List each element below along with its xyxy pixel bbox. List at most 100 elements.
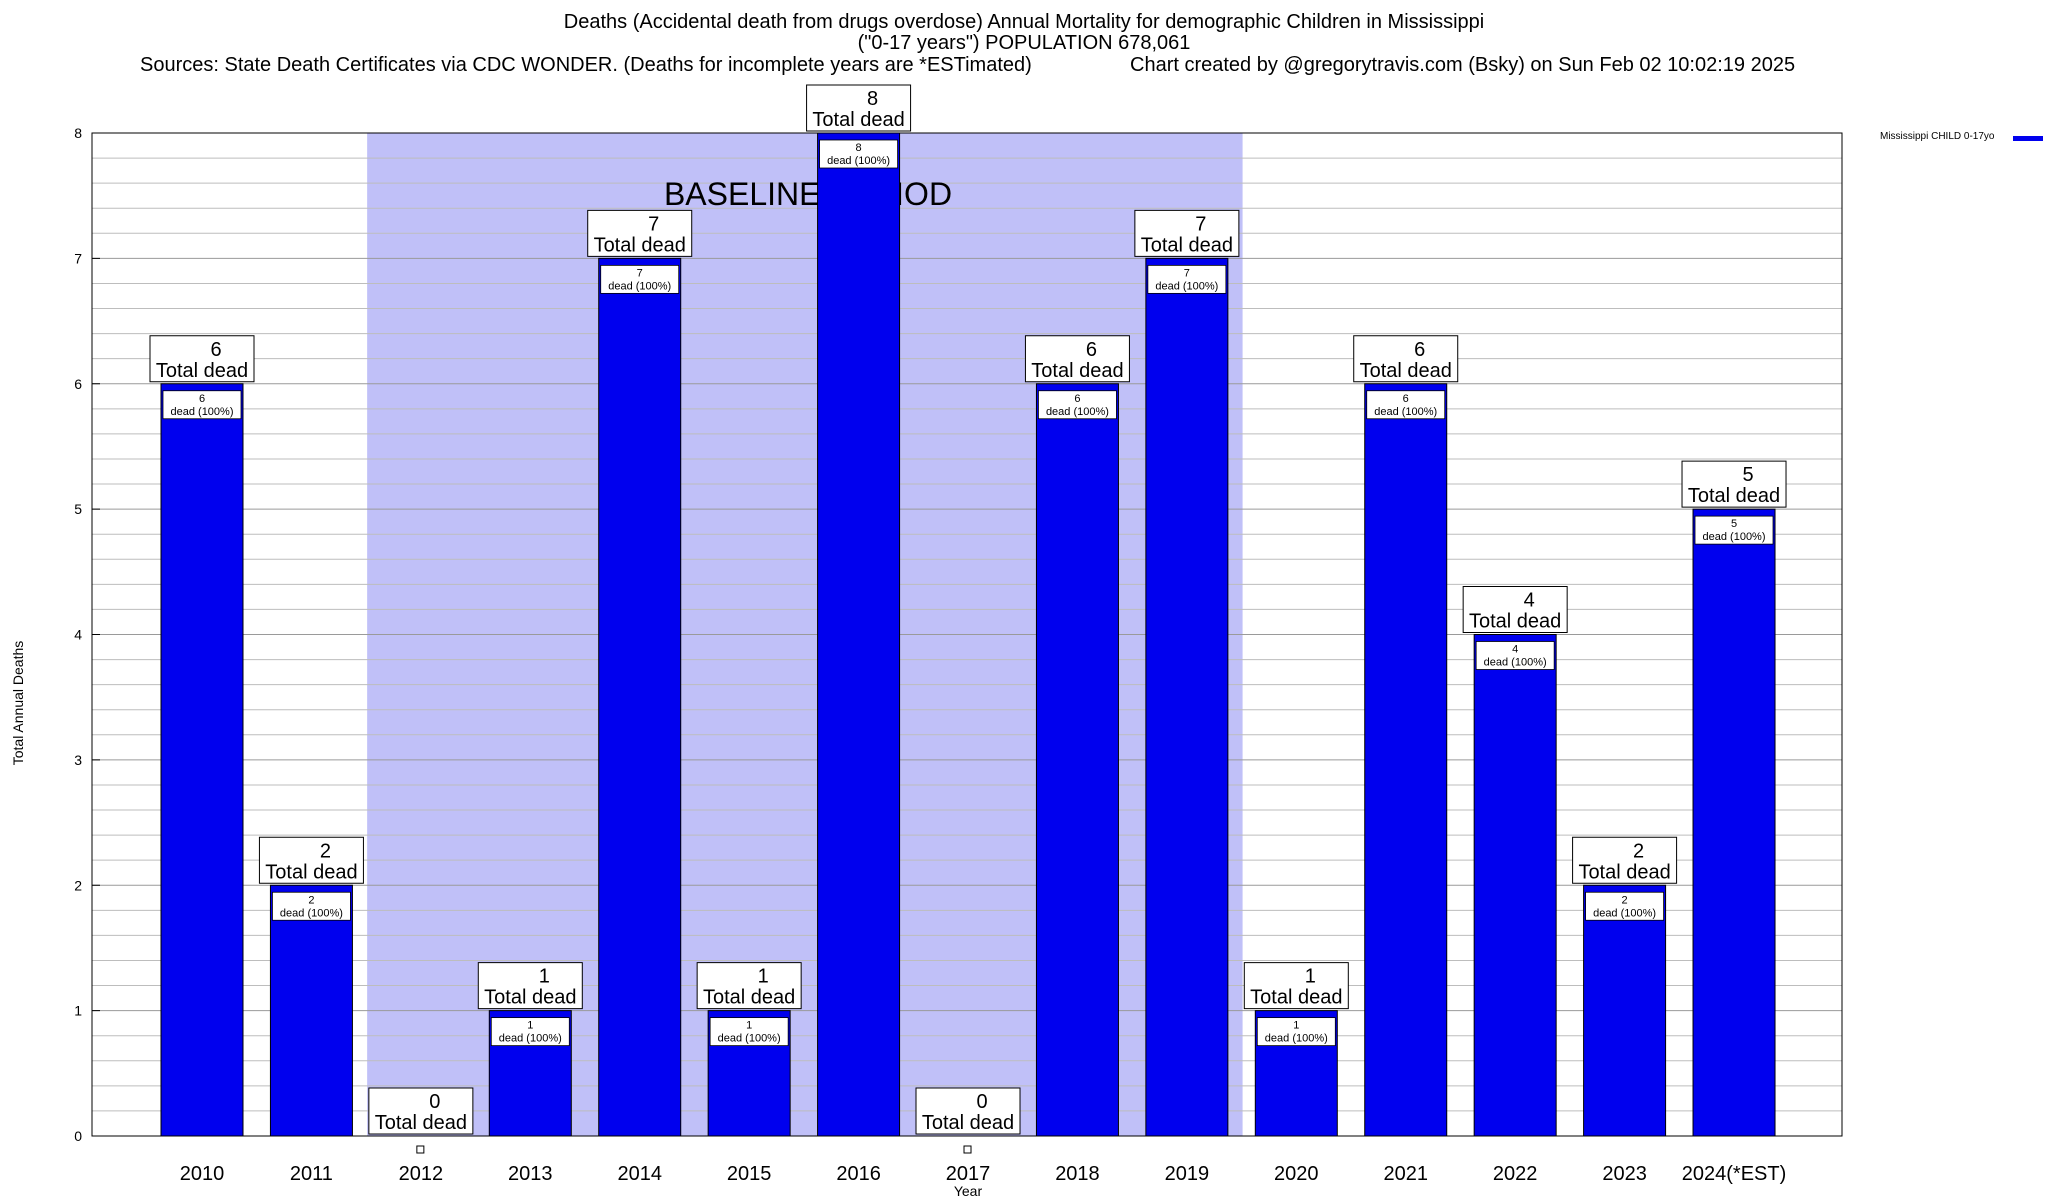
total-label-box <box>915 1087 1021 1135</box>
total-label-value: 7 <box>1195 213 1206 235</box>
x-tick-label: 2012 <box>399 1163 444 1185</box>
bar-inner-value: 6 <box>1403 393 1409 405</box>
bar-inner-label-box <box>709 1017 789 1047</box>
zero-value-marker <box>416 1145 425 1154</box>
x-axis-label: Year <box>953 1183 983 1199</box>
total-label-box <box>696 962 802 1010</box>
bar-inner-value: 6 <box>1074 393 1080 405</box>
total-label-text: Total dead <box>1578 861 1670 883</box>
total-label-value: 1 <box>1305 966 1316 988</box>
bar-inner-value: 7 <box>637 267 643 279</box>
total-label-value: 1 <box>539 966 550 988</box>
bar-inner-value: 6 <box>199 393 205 405</box>
bar-inner-label-box <box>162 390 242 420</box>
total-label-box <box>149 335 255 383</box>
bar <box>269 884 353 1137</box>
total-label-value: 0 <box>976 1091 987 1113</box>
bar-inner-label-box <box>1475 641 1555 670</box>
bar-inner-value: 2 <box>1622 894 1628 906</box>
x-tick-label: 2022 <box>1493 1163 1538 1185</box>
bar-inner-value: 2 <box>308 894 314 906</box>
bar-inner-label-box <box>1585 891 1664 921</box>
bar <box>1473 634 1557 1137</box>
bar-inner-label-box <box>272 891 351 921</box>
bar-inner-percent: dead (100%) <box>1046 406 1109 418</box>
bar-inner-value: 4 <box>1512 644 1518 656</box>
total-label-value: 8 <box>867 88 878 110</box>
bar-inner-percent: dead (100%) <box>1703 531 1766 543</box>
chart-sources: Sources: State Death Certificates via CD… <box>140 54 1032 76</box>
bar <box>1583 884 1667 1137</box>
total-label-value: 7 <box>648 213 659 235</box>
y-tick-label: 5 <box>74 501 82 517</box>
total-label-box <box>1353 335 1459 383</box>
total-label-box <box>368 1087 474 1135</box>
total-label-value: 6 <box>1086 339 1097 361</box>
x-tick-label: 2015 <box>727 1163 772 1185</box>
total-label-value: 6 <box>1414 339 1425 361</box>
baseline-period-label: BASELINE PERIOD <box>664 176 952 212</box>
x-tick-label: 2013 <box>508 1163 553 1185</box>
total-label-text: Total dead <box>703 987 795 1009</box>
bar-inner-percent: dead (100%) <box>718 1033 781 1045</box>
bar-inner-value: 7 <box>1184 267 1190 279</box>
total-label-value: 5 <box>1742 464 1753 486</box>
bar-inner-percent: dead (100%) <box>1374 406 1437 418</box>
chart-credit: Chart created by @gregorytravis.com (Bsk… <box>1130 54 1796 76</box>
bar-inner-value: 1 <box>527 1020 533 1032</box>
total-label-text: Total dead <box>156 360 248 382</box>
total-label-value: 6 <box>210 339 221 361</box>
bar-inner-value: 1 <box>1293 1020 1299 1032</box>
bar-inner-value: 1 <box>746 1020 752 1032</box>
total-label-text: Total dead <box>922 1112 1014 1134</box>
bar-inner-label-box <box>1147 264 1227 294</box>
x-tick-label: 2010 <box>180 1163 225 1185</box>
bar <box>1364 383 1448 1137</box>
total-label-box <box>1462 586 1568 633</box>
total-label-box <box>477 962 583 1010</box>
total-label-box <box>1243 962 1349 1010</box>
total-label-box <box>1134 209 1240 257</box>
bar-inner-label-box <box>819 139 898 169</box>
total-label-text: Total dead <box>265 861 357 883</box>
total-label-value: 0 <box>429 1091 440 1113</box>
x-tick-label: 2016 <box>836 1163 881 1185</box>
y-axis-label: Total Annual Deaths <box>10 640 26 766</box>
y-tick-label: 6 <box>74 376 82 392</box>
x-tick-label: 2021 <box>1383 1163 1428 1185</box>
bar <box>817 132 901 1137</box>
total-label-text: Total dead <box>484 987 576 1009</box>
x-tick-label: 2018 <box>1055 1163 1100 1185</box>
total-label-box <box>587 209 693 257</box>
total-label-box <box>258 836 364 884</box>
total-label-text: Total dead <box>375 1112 467 1134</box>
total-label-text: Total dead <box>812 109 904 131</box>
zero-value-marker <box>963 1145 972 1154</box>
total-label-text: Total dead <box>1688 485 1780 507</box>
total-label-text: Total dead <box>1250 987 1342 1009</box>
x-tick-label: 2019 <box>1165 1163 1210 1185</box>
x-tick-label: 2014 <box>617 1163 662 1185</box>
bar <box>160 383 244 1137</box>
total-label-text: Total dead <box>594 234 686 256</box>
total-label-value: 4 <box>1524 590 1535 612</box>
bar-inner-value: 8 <box>856 142 862 154</box>
total-label-box <box>1024 335 1130 383</box>
chart-title: Deaths (Accidental death from drugs over… <box>563 11 1485 33</box>
total-label-box <box>1681 460 1787 508</box>
bar <box>1145 257 1229 1137</box>
x-tick-label: 2024(*EST) <box>1682 1163 1787 1185</box>
bar-inner-label-box <box>600 264 680 294</box>
y-tick-label: 1 <box>74 1003 82 1019</box>
total-label-value: 1 <box>758 966 769 988</box>
total-label-text: Total dead <box>1031 360 1123 382</box>
chart-title-block: Deaths (Accidental death from drugs over… <box>0 12 2048 54</box>
bar-inner-percent: dead (100%) <box>280 907 343 919</box>
y-tick-label: 0 <box>74 1128 82 1144</box>
bar-inner-percent: dead (100%) <box>1484 657 1547 669</box>
y-tick-label: 3 <box>74 752 82 768</box>
total-label-text: Total dead <box>1360 360 1452 382</box>
total-label-text: Total dead <box>1469 611 1561 633</box>
bar-inner-percent: dead (100%) <box>1265 1033 1328 1045</box>
